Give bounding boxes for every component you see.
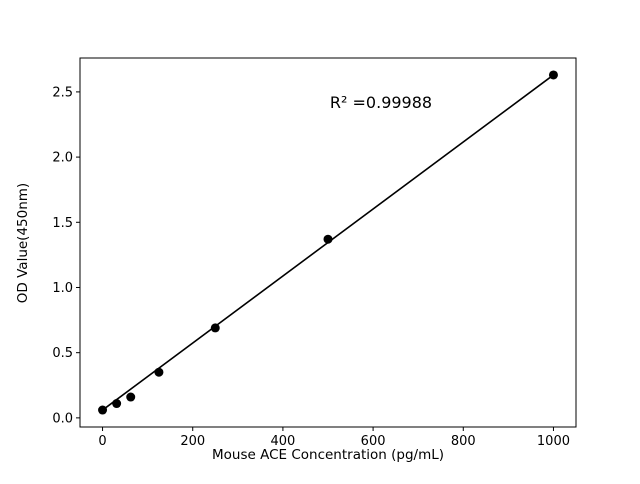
x-tick-label: 600 — [361, 434, 386, 449]
y-axis-label: OD Value(450nm) — [15, 183, 31, 303]
x-tick-label: 800 — [451, 434, 476, 449]
x-tick-label: 0 — [98, 434, 106, 449]
x-tick-label: 1000 — [537, 434, 570, 449]
data-point — [126, 392, 136, 402]
x-tick-label: 200 — [180, 434, 205, 449]
data-point — [548, 70, 558, 80]
data-point — [323, 234, 333, 244]
y-tick-label: 0.0 — [52, 411, 73, 426]
y-tick-label: 0.5 — [52, 346, 73, 361]
y-tick-label: 2.5 — [52, 85, 73, 100]
y-tick-label: 1.5 — [52, 216, 73, 231]
data-point — [210, 323, 220, 333]
x-tick-label: 400 — [270, 434, 295, 449]
data-point — [154, 367, 164, 377]
data-point — [98, 405, 108, 415]
data-point — [112, 399, 122, 409]
y-tick-label: 1.0 — [52, 281, 73, 296]
y-tick-label: 2.0 — [52, 151, 73, 166]
axes-frame — [79, 57, 577, 428]
r-squared-annotation: R² =0.99988 — [330, 93, 432, 112]
plot-area: 0 200 400 600 800 1000 0.0 0.5 1.0 1.5 2.0 2.5 — [52, 57, 577, 449]
x-axis-label: Mouse ACE Concentration (pg/mL) — [212, 447, 444, 463]
